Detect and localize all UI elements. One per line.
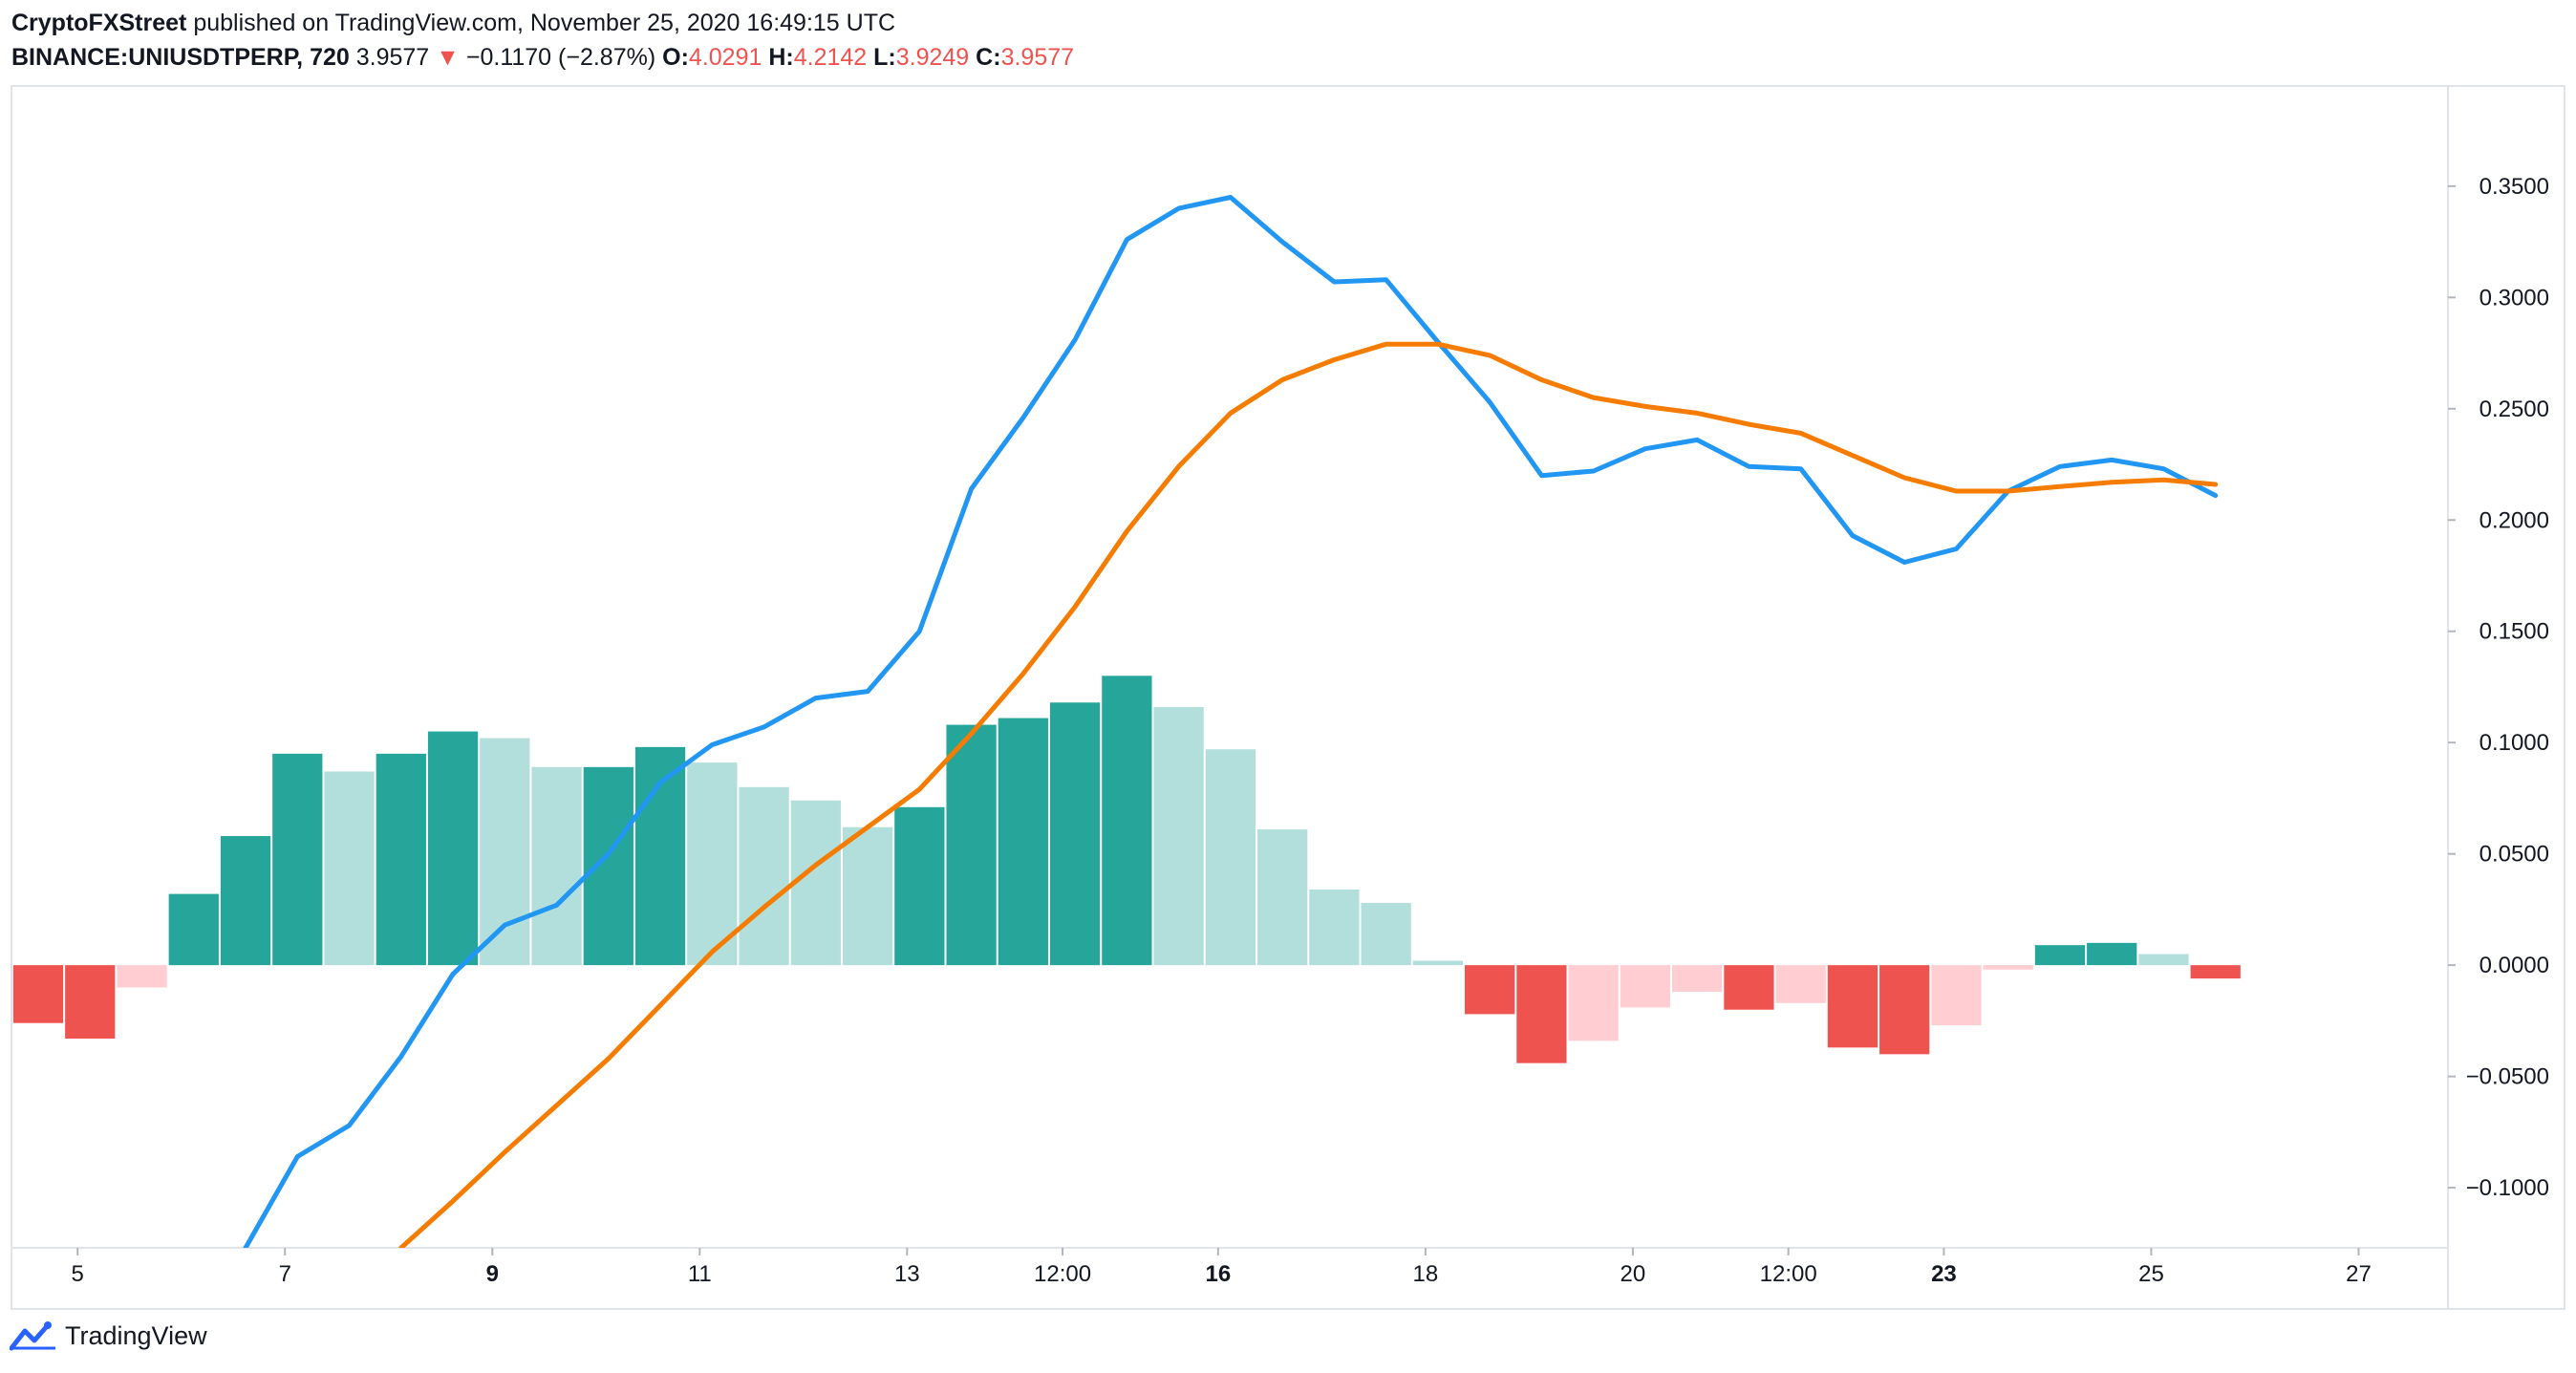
histogram-bar bbox=[998, 718, 1048, 966]
histogram-bar bbox=[1724, 965, 1774, 1010]
histogram-bar bbox=[1983, 965, 2033, 970]
histogram-bar bbox=[894, 806, 945, 966]
y-tick-label: 0.1500 bbox=[2479, 619, 2549, 645]
publisher-name[interactable]: CryptoFXStreet bbox=[11, 10, 187, 36]
x-tick-label: 12:00 bbox=[1034, 1261, 1091, 1287]
histogram-layer bbox=[12, 676, 2241, 1063]
histogram-bar bbox=[2190, 965, 2241, 979]
histogram-bar bbox=[376, 753, 426, 966]
histogram-bar bbox=[480, 738, 530, 966]
open-label: O: bbox=[662, 44, 689, 71]
x-tick-label: 7 bbox=[279, 1261, 291, 1287]
x-tick-label: 13 bbox=[894, 1261, 920, 1287]
histogram-bar bbox=[739, 786, 789, 966]
histogram-bar bbox=[1257, 829, 1308, 966]
histogram-bar bbox=[2138, 954, 2189, 966]
price-change: −0.1170 (−2.87%) bbox=[465, 44, 656, 71]
histogram-bar bbox=[687, 762, 738, 966]
symbol-line: BINANCE:UNIUSDTPERP, 720 3.9577 ▼ −0.117… bbox=[11, 40, 2563, 75]
y-tick-label: 0.0500 bbox=[2479, 842, 2549, 868]
histogram-bar bbox=[1102, 676, 1152, 966]
histogram-bar bbox=[1361, 902, 1411, 966]
close-value: 3.9577 bbox=[1000, 44, 1075, 71]
y-tick-label: 0.3500 bbox=[2479, 174, 2549, 200]
histogram-bar bbox=[12, 965, 64, 1023]
histogram-bar bbox=[531, 766, 582, 966]
x-tick-label: 11 bbox=[688, 1261, 712, 1287]
histogram-bar bbox=[1672, 965, 1723, 993]
histogram-bar bbox=[1516, 965, 1567, 1063]
x-tick-label: 27 bbox=[2346, 1261, 2372, 1287]
last-price: 3.9577 bbox=[355, 44, 430, 71]
histogram-bar bbox=[583, 766, 633, 966]
tradingview-logo-icon[interactable] bbox=[10, 1319, 57, 1352]
footer-brand[interactable]: TradingView bbox=[10, 1317, 207, 1355]
x-tick-label: 18 bbox=[1413, 1261, 1439, 1287]
histogram-bar bbox=[1309, 889, 1360, 966]
published-text: published on TradingView.com, November 2… bbox=[193, 10, 896, 36]
x-tick-label: 5 bbox=[72, 1261, 84, 1287]
histogram-bar bbox=[272, 753, 323, 966]
histogram-bar bbox=[168, 893, 219, 966]
time-axis[interactable]: 5 7 9 11 13 12:00 16 18 20 12:00 23 25 27 bbox=[72, 1248, 2372, 1287]
histogram-bar bbox=[1412, 960, 1464, 966]
histogram-bar bbox=[842, 826, 893, 966]
plot-border bbox=[11, 85, 2565, 1310]
y-tick-label: 0.0000 bbox=[2479, 953, 2549, 978]
histogram-bar bbox=[1827, 965, 1878, 1048]
close-label: C: bbox=[976, 44, 1001, 71]
y-tick-label: 0.2500 bbox=[2479, 397, 2549, 422]
publish-line: CryptoFXStreet published on TradingView.… bbox=[11, 6, 2563, 40]
y-tick-label: 0.3000 bbox=[2479, 285, 2549, 311]
high-value: 4.2142 bbox=[793, 44, 868, 71]
down-triangle-icon: ▼ bbox=[436, 44, 460, 71]
histogram-bar bbox=[65, 965, 116, 1040]
chart-header: CryptoFXStreet published on TradingView.… bbox=[11, 6, 2563, 75]
histogram-bar bbox=[117, 965, 167, 988]
histogram-bar bbox=[1775, 965, 1826, 1003]
x-tick-label: 16 bbox=[1205, 1261, 1231, 1287]
low-label: L: bbox=[873, 44, 896, 71]
y-tick-label: 0.2000 bbox=[2479, 507, 2549, 533]
histogram-bar bbox=[1879, 965, 1930, 1055]
signal-line bbox=[398, 341, 2219, 1248]
macd-line bbox=[243, 195, 2219, 1248]
x-tick-label: 23 bbox=[1931, 1261, 1957, 1287]
histogram-bar bbox=[1049, 702, 1101, 966]
histogram-bar bbox=[790, 800, 841, 966]
histogram-bar bbox=[1153, 706, 1204, 966]
x-tick-label: 12:00 bbox=[1760, 1261, 1817, 1287]
y-tick-label: −0.1000 bbox=[2466, 1175, 2549, 1201]
histogram-bar bbox=[1931, 965, 1982, 1026]
histogram-bar bbox=[324, 771, 375, 966]
histogram-bar bbox=[1465, 965, 1515, 1015]
histogram-bar bbox=[1620, 965, 1671, 1008]
open-value: 4.0291 bbox=[688, 44, 762, 71]
histogram-bar bbox=[220, 836, 271, 966]
footer-brand-text[interactable]: TradingView bbox=[65, 1320, 207, 1350]
price-axis[interactable]: 0.3500 0.3000 0.2500 0.2000 0.1500 0.1000 0.05… bbox=[2448, 174, 2549, 1201]
y-tick-label: 0.1000 bbox=[2479, 730, 2549, 756]
histogram-bar bbox=[1205, 749, 1256, 966]
y-tick-label: −0.0500 bbox=[2466, 1064, 2549, 1090]
histogram-bar bbox=[2087, 942, 2137, 966]
x-tick-label: 9 bbox=[486, 1261, 499, 1287]
histogram-bar bbox=[2034, 945, 2086, 966]
x-tick-label: 20 bbox=[1621, 1261, 1646, 1287]
histogram-bar bbox=[946, 724, 997, 966]
symbol-label[interactable]: BINANCE:UNIUSDTPERP, 720 bbox=[11, 44, 350, 71]
high-label: H: bbox=[768, 44, 794, 71]
lines-layer bbox=[243, 195, 2219, 1248]
low-value: 3.9249 bbox=[895, 44, 970, 71]
histogram-bar bbox=[427, 731, 479, 966]
x-tick-label: 25 bbox=[2138, 1261, 2164, 1287]
histogram-bar bbox=[1568, 965, 1619, 1041]
